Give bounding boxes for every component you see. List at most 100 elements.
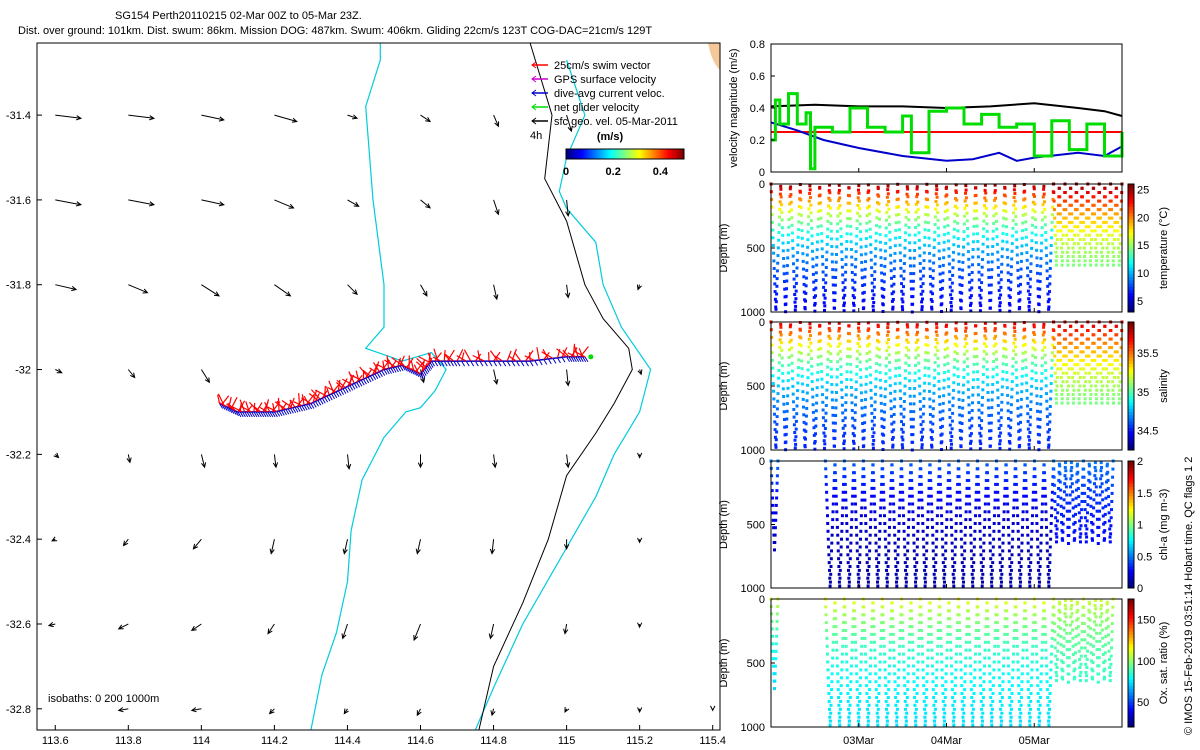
- profile-point: [1059, 635, 1063, 638]
- profile-point: [864, 668, 868, 672]
- profile-point: [775, 292, 779, 296]
- profile-point: [775, 627, 779, 631]
- profile-point: [780, 203, 783, 207]
- profile-point: [1034, 636, 1038, 640]
- profile-point: [933, 580, 936, 584]
- profile-point: [1051, 482, 1055, 486]
- swim-vector: [574, 351, 586, 358]
- profile-point: [1100, 259, 1104, 263]
- profile-point: [1000, 255, 1004, 259]
- profile-point: [1085, 657, 1089, 661]
- profile-point: [777, 376, 781, 380]
- profile-point: [919, 621, 923, 625]
- profile-point: [1078, 519, 1082, 523]
- profile-point: [854, 388, 858, 392]
- profile-point: [774, 300, 778, 304]
- profile-point: [1039, 257, 1043, 260]
- map-x-tick-label: 115.4: [699, 735, 726, 747]
- profile-point: [1014, 345, 1017, 349]
- profile-point: [1005, 479, 1009, 482]
- profile-point: [831, 510, 835, 514]
- profile-point: [854, 640, 857, 644]
- profile-point: [1036, 561, 1040, 565]
- profile-point: [1058, 602, 1062, 606]
- profile-point: [971, 584, 975, 588]
- profile-point: [1047, 580, 1051, 584]
- profile-point: [1027, 696, 1031, 699]
- colorbar-segment: [1128, 578, 1134, 583]
- profile-point: [1056, 220, 1060, 224]
- swim-vector: [384, 359, 396, 368]
- profile-point: [1119, 346, 1123, 350]
- profile-point: [983, 196, 987, 200]
- profile-point: [970, 572, 974, 576]
- profile-point: [825, 380, 829, 384]
- profile-point: [805, 261, 809, 265]
- profile-point: [895, 584, 899, 588]
- profile-point: [893, 397, 897, 401]
- depth-y-tick-label: 1000: [741, 445, 765, 457]
- profile-point: [828, 580, 832, 584]
- profile-point: [952, 227, 956, 231]
- profile-point: [792, 423, 796, 427]
- profile-point: [1071, 401, 1075, 405]
- profile-point: [1106, 388, 1110, 392]
- profile-point: [912, 533, 916, 537]
- profile-point: [920, 443, 924, 447]
- profile-point: [894, 696, 898, 699]
- profile-point: [872, 494, 876, 498]
- profile-point: [882, 644, 886, 648]
- profile-point: [886, 330, 890, 334]
- profile-point: [930, 656, 934, 660]
- profile-point: [830, 672, 834, 676]
- profile-point: [1106, 487, 1110, 490]
- profile-point: [1028, 568, 1032, 572]
- profile-point: [857, 568, 861, 572]
- profile-point: [893, 680, 897, 684]
- profile-point: [1116, 220, 1120, 224]
- swim-vector: [232, 406, 243, 413]
- profile-point: [952, 580, 955, 584]
- profile-point: [956, 221, 960, 225]
- profile-point: [979, 684, 983, 688]
- profile-point: [937, 482, 941, 486]
- profile-point: [1013, 621, 1017, 625]
- profile-point: [1086, 503, 1090, 507]
- profile-point: [1085, 535, 1089, 539]
- geo-velocity-vector: [490, 708, 496, 717]
- profile-point: [853, 494, 857, 498]
- colorbar-segment: [585, 149, 589, 159]
- profile-point: [883, 410, 886, 414]
- profile-point: [858, 207, 862, 211]
- depth-y-tick-label: 500: [747, 520, 765, 532]
- profile-point: [950, 427, 954, 431]
- profile-point: [874, 385, 878, 389]
- profile-point: [1044, 246, 1048, 250]
- profile-point: [950, 442, 953, 446]
- profile-point: [903, 561, 907, 565]
- profile-point: [958, 629, 962, 632]
- profile-point: [982, 549, 986, 553]
- profile-point: [1007, 525, 1010, 529]
- profile-point: [1099, 461, 1103, 465]
- profile-point: [1109, 524, 1113, 528]
- profile-point: [1083, 250, 1087, 254]
- profile-point: [789, 338, 793, 342]
- profile-point: [1018, 723, 1022, 727]
- profile-point: [946, 354, 950, 358]
- profile-point: [1102, 350, 1106, 354]
- profile-point: [900, 475, 904, 479]
- profile-point: [955, 644, 959, 648]
- profile-point: [1105, 384, 1109, 388]
- profile-point: [796, 373, 800, 377]
- profile-point: [1012, 203, 1016, 207]
- profile-point: [960, 284, 964, 287]
- dac-vector: [582, 356, 587, 363]
- profile-point: [985, 229, 989, 233]
- geo-velocity-vector: [565, 284, 571, 299]
- profile-point: [920, 446, 924, 450]
- profile-point: [999, 278, 1003, 282]
- profile-point: [1091, 538, 1094, 542]
- profile-point: [1100, 263, 1104, 267]
- profile-point: [1029, 254, 1033, 258]
